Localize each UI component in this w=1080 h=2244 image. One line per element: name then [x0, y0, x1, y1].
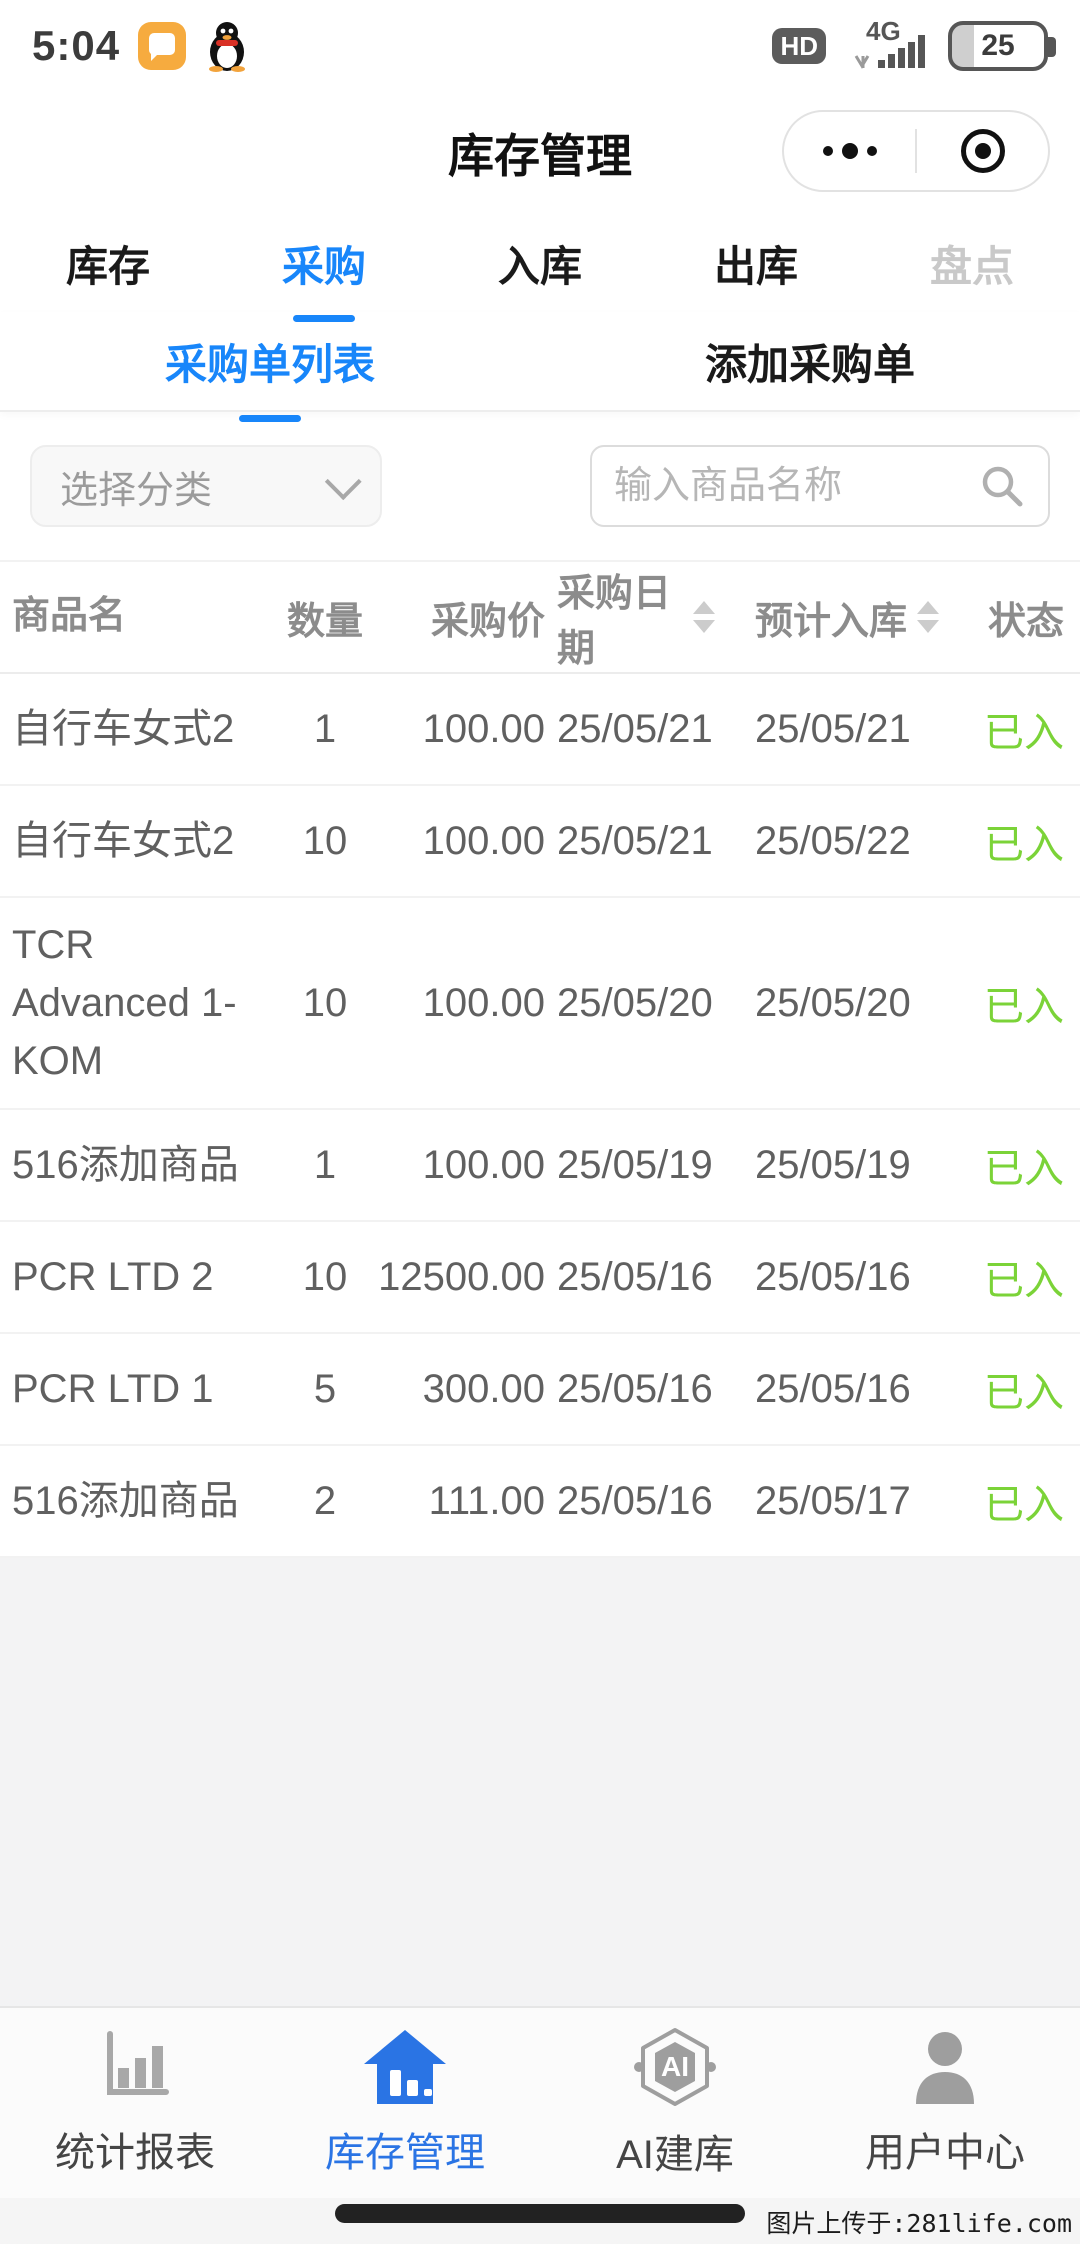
status-badge: 已入 — [984, 1147, 1064, 1191]
header-expected-inbound-sort[interactable]: 预计入库 — [715, 590, 945, 645]
category-select-label: 选择分类 — [60, 469, 213, 512]
target-circle-icon — [960, 129, 1005, 173]
tabbar-item-ai[interactable]: AI AI建库 — [540, 2026, 810, 2180]
table-row[interactable]: 自行车女式2 10 100.00 25/05/21 25/05/22 已入 — [0, 786, 1080, 898]
tabbar-item-inventory[interactable]: 库存管理 — [270, 2028, 540, 2178]
category-select[interactable]: 选择分类 — [30, 445, 382, 527]
table-row[interactable]: 516添加商品 1 100.00 25/05/19 25/05/19 已入 — [0, 1110, 1080, 1222]
status-bar: 5:04 HD 4G 25 — [0, 0, 1080, 92]
table-row[interactable]: 自行车女式2 1 100.00 25/05/21 25/05/21 已入 — [0, 674, 1080, 786]
home-indicator — [335, 2204, 745, 2223]
table-row[interactable]: PCR LTD 2 10 12500.00 25/05/16 25/05/16 … — [0, 1222, 1080, 1334]
tabbar-item-reports[interactable]: 统计报表 — [0, 2028, 270, 2178]
status-badge: 已入 — [984, 823, 1064, 867]
home-inventory-icon — [364, 2030, 446, 2104]
sort-arrows-icon — [917, 601, 940, 633]
header-quantity: 数量 — [286, 600, 363, 643]
tab-purchase[interactable]: 采购 — [216, 233, 432, 322]
hd-badge: HD — [772, 28, 826, 64]
active-subtab-underline — [239, 414, 301, 422]
table-row[interactable]: PCR LTD 1 5 300.00 25/05/16 25/05/16 已入 — [0, 1334, 1080, 1446]
capsule-divider — [915, 129, 917, 173]
status-badge: 已入 — [984, 1259, 1064, 1303]
status-time: 5:04 — [32, 22, 121, 69]
tab-inventory[interactable]: 库存 — [65, 242, 150, 290]
search-input[interactable] — [614, 464, 966, 508]
watermark-text: 图片上传于:281life.com — [766, 2209, 1072, 2238]
active-tab-underline — [293, 314, 355, 322]
navbar: 库存管理 — [0, 92, 1080, 214]
user-icon — [916, 2032, 974, 2104]
signal-4g-icon: 4G — [854, 18, 925, 69]
svg-text:4G: 4G — [866, 18, 901, 46]
battery-indicator: 25 — [948, 21, 1056, 71]
tab-outbound[interactable]: 出库 — [713, 242, 798, 290]
header-product-name: 商品名 — [12, 595, 127, 638]
header-purchase-price: 采购价 — [430, 600, 545, 643]
home-area: 图片上传于:281life.com — [0, 2198, 1080, 2244]
tabbar-item-user[interactable]: 用户中心 — [810, 2028, 1080, 2178]
status-badge: 已入 — [984, 985, 1064, 1029]
status-badge: 已入 — [984, 711, 1064, 755]
chevron-down-icon — [324, 463, 362, 501]
sort-arrows-icon — [693, 601, 715, 633]
ai-hexagon-icon: AI — [634, 2028, 716, 2106]
empty-content-area — [0, 1558, 1080, 2006]
table-header: 商品名 数量 采购价 采购日期 预计入库 状态 — [0, 562, 1080, 674]
status-badge: 已入 — [984, 1371, 1064, 1415]
miniprogram-capsule — [782, 110, 1050, 192]
filter-row: 选择分类 — [0, 412, 1080, 560]
subtab-purchase-list[interactable]: 采购单列表 — [0, 331, 540, 422]
table-row[interactable]: TCR Advanced 1-KOM 10 100.00 25/05/20 25… — [0, 898, 1080, 1110]
more-button[interactable] — [784, 112, 915, 190]
qq-penguin-icon — [209, 22, 246, 72]
purchase-table: 商品名 数量 采购价 采购日期 预计入库 状态 自行车女式2 1 100.00 … — [0, 560, 1080, 1558]
more-dots-icon — [822, 143, 877, 159]
bottom-tabbar: 统计报表 库存管理 AI AI建库 用户中心 — [0, 2006, 1080, 2198]
close-minimize-button[interactable] — [917, 112, 1048, 190]
header-status: 状态 — [987, 600, 1064, 643]
main-tabs: 库存 采购 入库 出库 盘点 — [0, 214, 1080, 322]
sub-tabs: 采购单列表 添加采购单 — [0, 312, 1080, 422]
svg-text:AI: AI — [661, 2051, 689, 2082]
header-purchase-date-sort[interactable]: 采购日期 — [545, 562, 715, 672]
search-box — [590, 445, 1050, 527]
tab-stocktake[interactable]: 盘点 — [929, 242, 1014, 290]
subtab-add-purchase[interactable]: 添加采购单 — [704, 340, 915, 388]
tab-inbound[interactable]: 入库 — [497, 242, 582, 290]
table-row[interactable]: 516添加商品 2 111.00 25/05/16 25/05/17 已入 — [0, 1446, 1080, 1558]
search-icon — [982, 466, 1023, 507]
chat-bubble-icon — [138, 22, 187, 70]
page-title: 库存管理 — [448, 130, 632, 182]
bar-chart-icon — [107, 2031, 169, 2095]
status-badge: 已入 — [984, 1483, 1064, 1527]
